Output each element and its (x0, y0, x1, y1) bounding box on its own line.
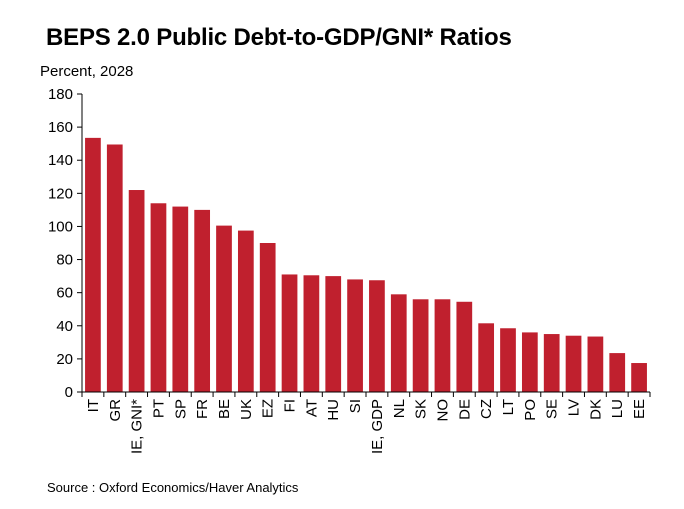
x-tick-label: LT (500, 399, 517, 415)
y-axis: 0 20 40 60 80 100 120 140 160 180 (48, 86, 83, 401)
source-note: Source : Oxford Economics/Haver Analytic… (47, 480, 299, 495)
y-tick-label: 100 (48, 218, 73, 235)
x-tick-label: NL (391, 399, 408, 418)
y-tick-label: 140 (48, 152, 73, 169)
y-tick-label: 160 (48, 119, 73, 136)
chart-title: BEPS 2.0 Public Debt-to-GDP/GNI* Ratios (46, 24, 512, 51)
y-tick-label: 120 (48, 185, 73, 202)
x-tick-label: GR (107, 399, 124, 422)
x-tick-label: SK (413, 399, 430, 419)
bar-gr (106, 144, 123, 392)
bar-ie-gdp (369, 280, 385, 392)
x-tick-label: BE (216, 399, 233, 419)
bar-pt (150, 203, 167, 392)
x-tick-label: NO (434, 399, 451, 422)
bar-sp (172, 206, 189, 392)
bar-uk (237, 230, 254, 392)
x-tick-label: FI (282, 399, 299, 412)
bar-po (521, 332, 538, 392)
bar-fr (194, 209, 211, 392)
y-tick-label: 80 (56, 252, 73, 269)
x-tick-label: SI (347, 399, 364, 413)
x-tick-label: LU (609, 399, 626, 418)
bar-ee (631, 363, 647, 392)
bar-lt (500, 328, 516, 392)
x-tick-label: SP (172, 399, 189, 419)
bar-lu (609, 353, 626, 392)
y-axis-unit-label: Percent, 2028 (40, 63, 134, 80)
bar-be (216, 225, 232, 392)
bar-si (347, 279, 363, 392)
bar-hu (325, 276, 342, 392)
x-tick-label: EZ (260, 399, 277, 418)
x-tick-label: LV (566, 399, 583, 416)
x-tick-label: DK (587, 399, 604, 420)
bar-sk (412, 299, 429, 392)
bar-at (303, 275, 320, 392)
x-tick-label: IE, GDP (369, 399, 386, 454)
y-tick-label: 40 (56, 318, 73, 335)
x-tick-label: PT (150, 399, 167, 418)
x-tick-label: DE (456, 399, 473, 420)
bar-no (434, 299, 451, 392)
bar-lv (565, 335, 582, 392)
y-tick-label: 0 (65, 384, 73, 401)
x-tick-label: SE (544, 399, 561, 419)
bar-cz (478, 323, 495, 392)
x-tick-label: IT (85, 399, 102, 412)
bar-de (456, 301, 473, 392)
y-tick-label: 60 (56, 285, 73, 302)
bar-ez (259, 243, 276, 392)
x-tick-label: UK (238, 399, 255, 420)
bar-fi (281, 274, 298, 392)
x-tick-label: IE, GNI* (129, 399, 146, 454)
bars (85, 137, 647, 392)
bar-it (85, 137, 101, 392)
bar-se (543, 334, 560, 392)
x-tick-label: HU (325, 399, 342, 421)
x-tick-label: CZ (478, 399, 495, 419)
y-tick-label: 20 (56, 351, 73, 368)
x-tick-label: PO (522, 399, 539, 421)
bar-ie-gni (128, 190, 145, 392)
x-tick-label: FR (194, 399, 211, 419)
y-tick-label: 180 (48, 86, 73, 103)
bar-nl (390, 294, 407, 392)
x-tick-label: EE (631, 399, 648, 419)
x-axis: IT GR IE, GNI* PT SP FR BE UK EZ FI AT HU SI IE, GDP N… (81, 391, 651, 454)
x-tick-label: AT (303, 399, 320, 417)
bar-dk (587, 336, 604, 392)
